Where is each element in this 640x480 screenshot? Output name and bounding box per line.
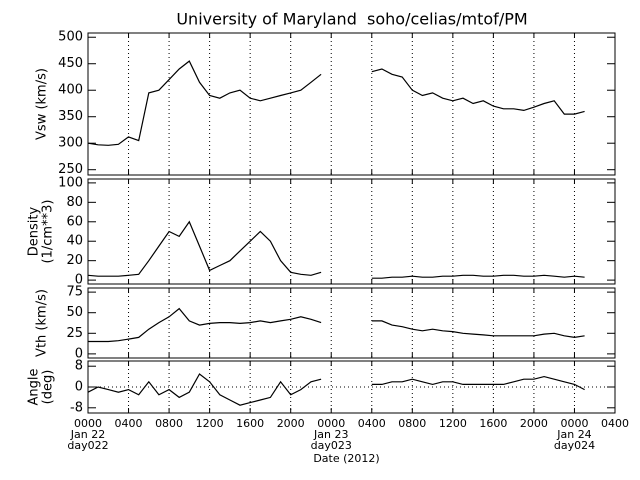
panel-frame	[87, 32, 616, 176]
panel-frame	[87, 287, 616, 359]
y-tick-label: 250	[58, 162, 83, 177]
date-label: day024	[554, 439, 595, 452]
x-tick-label: 1600	[236, 417, 264, 430]
x-tick-label: 0000	[74, 417, 102, 430]
data-line	[87, 60, 585, 146]
date-label: day022	[67, 439, 108, 452]
x-tick-label: 0400	[115, 417, 143, 430]
x-tick-label: 2000	[277, 417, 305, 430]
chart-title: University of Maryland soho/celias/mtof/…	[176, 10, 527, 29]
y-tick-label: 0	[75, 273, 83, 288]
x-tick-label: 0400	[358, 417, 386, 430]
y-tick-label: 80	[66, 195, 83, 210]
data-line	[87, 220, 585, 279]
y-tick-label: 350	[58, 109, 83, 124]
data-line	[88, 307, 585, 343]
y-tick-label: 25	[66, 326, 83, 341]
date-label: day023	[311, 439, 352, 452]
date-label: Jan 23	[313, 428, 348, 441]
panel-frame	[87, 360, 616, 414]
y-axis-label: Vth (km/s)	[35, 289, 50, 357]
x-tick-label: 0000	[560, 417, 588, 430]
y-tick-label: 450	[58, 56, 83, 71]
y-axis-label: Angle	[27, 369, 42, 406]
y-tick-label: 40	[66, 234, 83, 249]
y-axis-label: Density	[27, 206, 42, 256]
y-tick-label: 20	[66, 253, 83, 268]
date-label: Jan 24	[556, 428, 591, 441]
y-tick-label: 60	[66, 214, 83, 229]
x-tick-label: 0800	[398, 417, 426, 430]
y-tick-label: 8	[75, 359, 83, 374]
x-tick-label: 0800	[155, 417, 183, 430]
y-tick-label: 0	[75, 346, 83, 361]
x-tick-label: 0400	[601, 417, 629, 430]
y-tick-label: 75	[66, 285, 83, 300]
y-tick-label: 500	[58, 30, 83, 45]
y-axis-label: (1/cm**3)	[41, 200, 56, 264]
y-axis-label: (deg)	[41, 370, 56, 405]
y-tick-label: 400	[58, 83, 83, 98]
y-axis-label: Vsw (km/s)	[35, 68, 50, 140]
data-line	[87, 373, 585, 406]
x-tick-label: 2000	[520, 417, 548, 430]
x-tick-label: 1200	[196, 417, 224, 430]
y-tick-label: -8	[70, 400, 83, 415]
y-tick-label: 50	[66, 305, 83, 320]
x-tick-label: 1600	[479, 417, 507, 430]
panel-frame	[87, 178, 616, 285]
date-label: Jan 22	[70, 428, 105, 441]
x-tick-label: 1200	[439, 417, 467, 430]
x-tick-label: 0000	[317, 417, 345, 430]
y-tick-label: 0	[75, 380, 83, 395]
y-tick-label: 100	[58, 175, 83, 190]
x-axis-label: Date (2012)	[313, 452, 379, 465]
y-tick-label: 300	[58, 136, 83, 151]
